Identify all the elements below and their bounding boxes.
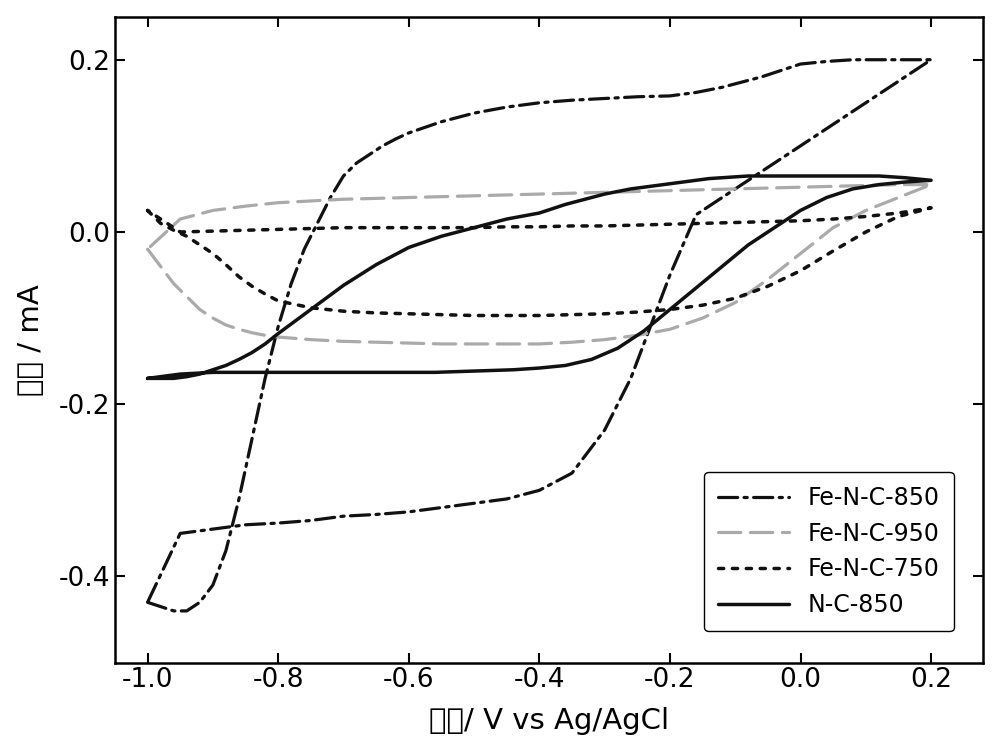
Fe-N-C-850: [873, 55, 885, 64]
Line: N-C-850: N-C-850: [148, 176, 931, 378]
Line: Fe-N-C-750: Fe-N-C-750: [148, 208, 931, 316]
Fe-N-C-950: [860, 181, 872, 190]
Fe-N-C-850: [220, 546, 232, 555]
Fe-N-C-950: [697, 185, 709, 194]
Fe-N-C-850: [716, 193, 728, 202]
Fe-N-C-850: [142, 598, 154, 607]
N-C-850: [142, 374, 154, 383]
Fe-N-C-950: [925, 180, 937, 189]
Fe-N-C-950: [155, 262, 167, 271]
Fe-N-C-950: [142, 244, 154, 253]
Fe-N-C-750: [631, 308, 643, 317]
Y-axis label: 电流 / mA: 电流 / mA: [17, 284, 45, 396]
Fe-N-C-750: [697, 219, 709, 228]
Fe-N-C-750: [142, 206, 154, 215]
X-axis label: 电势/ V vs Ag/AgCl: 电势/ V vs Ag/AgCl: [429, 708, 669, 735]
Fe-N-C-750: [860, 212, 872, 221]
Fe-N-C-850: [142, 598, 154, 607]
Line: Fe-N-C-950: Fe-N-C-950: [148, 184, 931, 344]
Fe-N-C-750: [142, 206, 154, 215]
Fe-N-C-750: [155, 219, 167, 228]
Line: Fe-N-C-850: Fe-N-C-850: [148, 59, 931, 611]
Legend: Fe-N-C-850, Fe-N-C-950, Fe-N-C-750, N-C-850: Fe-N-C-850, Fe-N-C-950, Fe-N-C-750, N-C-…: [704, 472, 954, 632]
Fe-N-C-750: [468, 311, 480, 320]
Fe-N-C-950: [631, 331, 643, 340]
N-C-850: [142, 374, 154, 383]
Fe-N-C-850: [168, 606, 180, 615]
N-C-850: [468, 223, 480, 232]
N-C-850: [742, 171, 754, 180]
Fe-N-C-750: [925, 203, 937, 212]
Fe-N-C-950: [501, 190, 513, 199]
Fe-N-C-850: [599, 94, 611, 103]
N-C-850: [481, 366, 493, 375]
N-C-850: [337, 368, 349, 377]
Fe-N-C-950: [762, 183, 774, 193]
Fe-N-C-950: [435, 339, 447, 348]
Fe-N-C-750: [501, 223, 513, 232]
N-C-850: [429, 368, 441, 377]
Fe-N-C-750: [762, 217, 774, 226]
N-C-850: [612, 187, 624, 196]
Fe-N-C-850: [324, 193, 336, 202]
Fe-N-C-850: [847, 55, 859, 64]
N-C-850: [781, 171, 793, 180]
Fe-N-C-950: [142, 244, 154, 253]
Fe-N-C-850: [742, 76, 754, 85]
